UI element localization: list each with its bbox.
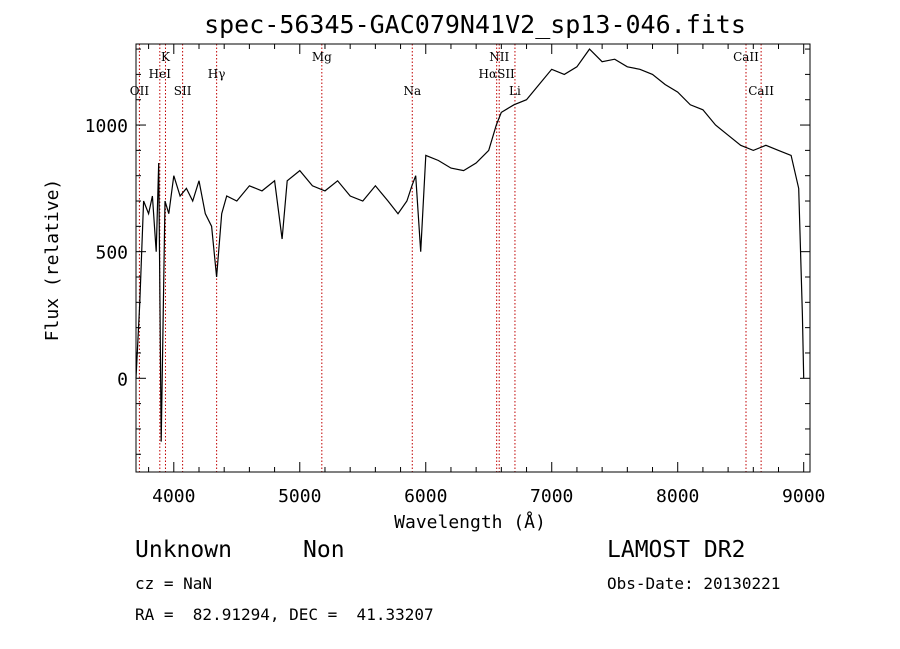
x-axis-label: Wavelength (Å) [394, 511, 546, 533]
object-name: Unknown [135, 537, 232, 563]
coordinates: RA = 82.91294, DEC = 41.33207 [135, 605, 434, 624]
line-label-mg: Mg [312, 50, 332, 64]
line-label-hei: HeI [149, 67, 172, 81]
line-label-oii: OII [130, 84, 150, 98]
line-label-na: Na [403, 84, 421, 98]
line-label-k: K [161, 50, 171, 64]
plot-frame [135, 43, 811, 473]
y-tick-label: 500 [95, 243, 128, 264]
chart-title: spec-56345-GAC079N41V2_sp13-046.fits [204, 10, 746, 39]
survey-name: LAMOST DR2 [607, 537, 746, 563]
line-label-caii: CaII [748, 84, 774, 98]
x-tick-label: 5000 [278, 486, 321, 507]
axis-ticks: 4000 5000 6000 7000 8000 9000 0 500 1000 [85, 44, 825, 507]
line-label-nii: NII [489, 50, 509, 64]
x-tick-label: 9000 [782, 486, 825, 507]
x-tick-label: 7000 [530, 486, 573, 507]
y-tick-label: 0 [117, 369, 128, 390]
spectrum-series-line [135, 48, 805, 442]
y-tick-label: 1000 [85, 116, 128, 137]
x-tick-label: 8000 [656, 486, 699, 507]
x-tick-label: 4000 [152, 486, 195, 507]
line-label-hαsii: HαSII [479, 67, 516, 81]
line-label-sii: SII [174, 84, 192, 98]
observation-date: Obs-Date: 20130221 [607, 574, 781, 593]
y-axis-label: Flux (relative) [42, 179, 63, 342]
line-label-li: Li [509, 84, 521, 98]
line-label-caii: CaII [733, 50, 759, 64]
object-class: Non [303, 537, 345, 563]
x-tick-label: 6000 [404, 486, 447, 507]
line-label-hγ: Hγ [208, 67, 226, 81]
redshift-cz: cz = NaN [135, 574, 213, 593]
